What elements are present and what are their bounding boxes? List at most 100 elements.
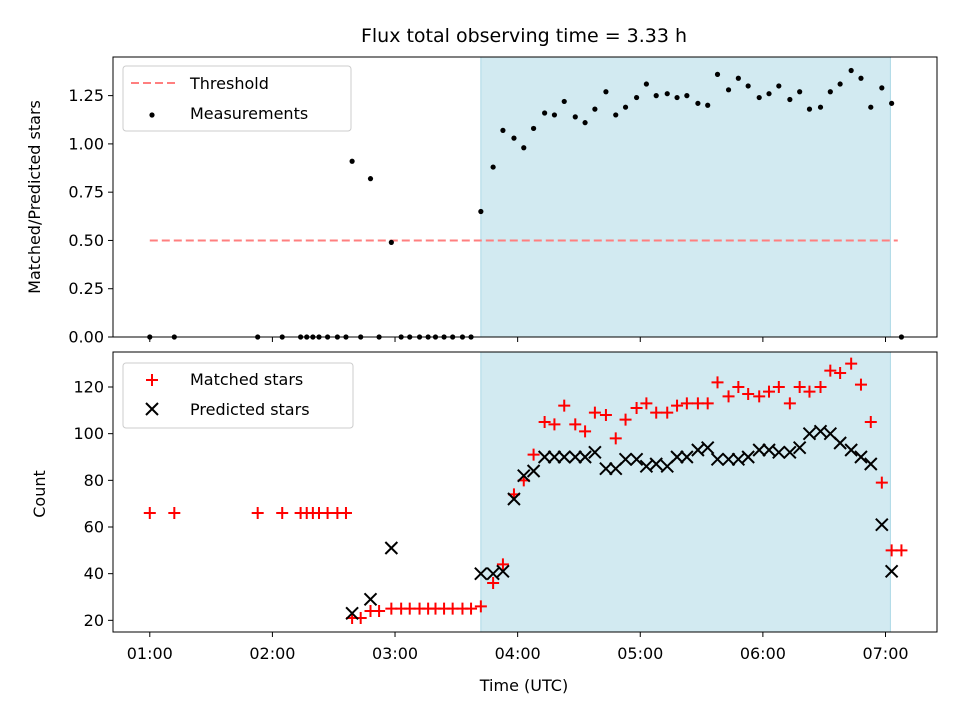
matched-stars-point <box>732 381 745 393</box>
measurements-point <box>787 96 793 103</box>
predicted-stars-point <box>507 492 521 506</box>
measurements-point <box>684 93 690 99</box>
top-panel-legend: Threshold Measurements <box>122 65 352 132</box>
predicted-stars-point <box>629 452 644 467</box>
bottom-panel-frame <box>112 351 938 633</box>
matched-stars-point <box>763 385 776 398</box>
measurements-point <box>603 89 609 95</box>
matched-stars-point <box>487 577 500 589</box>
matched-stars-point <box>527 448 540 461</box>
matched-stars-point <box>875 476 888 489</box>
matched-stars-point <box>630 402 643 414</box>
matched-stars-point <box>548 418 561 431</box>
predicted-stars-point <box>854 450 868 464</box>
legend-matched-label: Matched stars <box>190 370 303 389</box>
predicted-stars-point <box>474 566 488 581</box>
predicted-stars-point <box>537 450 552 464</box>
matched-stars-point <box>783 397 796 410</box>
matched-stars-point <box>168 507 181 519</box>
predicted-stars-point <box>875 517 889 532</box>
x-tick-label: 01:00 <box>127 644 173 663</box>
x-tick-label: 03:00 <box>372 644 418 663</box>
matched-stars-point <box>742 388 755 400</box>
matched-stars-point <box>864 416 877 428</box>
predicted-stars-point <box>752 443 766 457</box>
predicted-stars-point <box>721 452 736 467</box>
predicted-stars-point <box>599 461 613 476</box>
measurements-point <box>388 239 394 245</box>
x-axis-label: Time (UTC) <box>479 676 568 695</box>
matched-stars-point <box>143 507 156 519</box>
measurements-point <box>592 106 598 112</box>
matched-stars-point <box>496 558 509 571</box>
predicted-stars-point <box>772 445 786 460</box>
predicted-stars-point <box>639 459 654 474</box>
predicted-stars-point <box>741 450 755 464</box>
matched-stars-point <box>251 507 264 519</box>
measurements-point <box>561 98 567 105</box>
top-panel-axes: 0.00 0.25 0.50 0.75 1.00 1.25 <box>68 56 938 347</box>
matched-stars-point <box>588 406 601 419</box>
matched-stars-point <box>569 418 582 431</box>
matched-stars-point <box>661 406 674 419</box>
measurements-point <box>766 91 772 97</box>
predicted-stars-point <box>731 452 746 467</box>
top-y-tick-label: 0.25 <box>68 279 104 298</box>
predicted-stars-point <box>884 564 899 579</box>
predicted-stars-point <box>578 450 592 464</box>
measurements-point <box>500 127 506 133</box>
x-tick-label: 06:00 <box>740 644 786 663</box>
matched-stars-point <box>895 544 908 557</box>
matched-stars-point <box>814 381 827 393</box>
matched-stars-point <box>558 399 571 412</box>
predicted-stars-point <box>557 450 571 464</box>
predicted-stars-point <box>813 424 828 439</box>
measurements-point <box>868 104 874 110</box>
predicted-stars-point <box>783 445 797 460</box>
bottom-panel-axes: 20 40 60 80 100 120 01:00 02:00 03:00 04:00 05:00 0… <box>73 351 938 663</box>
bottom-y-tick-label: 60 <box>84 518 104 537</box>
predicted-stars-point <box>649 457 663 471</box>
measurements-point <box>490 164 496 170</box>
predicted-stars-point <box>833 436 847 450</box>
predicted-stars-point <box>710 452 725 467</box>
top-shaded-interval <box>480 56 891 338</box>
measurements-point <box>349 158 355 164</box>
top-panel: 0.00 0.25 0.50 0.75 1.00 1.25 Matched/Predict… <box>25 56 938 347</box>
matched-stars-point <box>824 364 837 377</box>
matched-stars-point <box>640 397 653 410</box>
measurements-point <box>817 104 824 110</box>
measurements-point <box>643 81 649 87</box>
matched-stars-point <box>474 600 487 613</box>
predicted-stars-point <box>568 450 582 464</box>
measurements-point <box>613 112 619 118</box>
matched-stars-point <box>609 432 622 445</box>
matched-stars-point <box>834 367 847 379</box>
predicted-stars-point <box>618 452 633 467</box>
bottom-panel: 20 40 60 80 100 120 01:00 02:00 03:00 04:00 05:00 0… <box>30 351 938 695</box>
top-panel-ylabel: Matched/Predicted stars <box>25 100 44 294</box>
measurements-point <box>633 94 640 101</box>
matched-stars-point <box>854 378 867 391</box>
matched-stars-point <box>276 507 289 519</box>
x-tick-label: 04:00 <box>495 644 541 663</box>
bottom-y-tick-label: 100 <box>73 424 104 443</box>
measurements-point <box>806 106 813 112</box>
x-tick-label: 07:00 <box>862 644 908 663</box>
measurements-point <box>827 89 833 95</box>
measurements-point <box>776 83 782 89</box>
matched-stars-point <box>599 409 612 421</box>
measurements-point <box>797 89 803 95</box>
measurements-point <box>530 125 537 132</box>
matched-stars-point <box>650 406 663 419</box>
predicted-stars-point <box>345 606 359 621</box>
predicted-stars-point <box>363 592 378 607</box>
measurements-point <box>542 110 548 116</box>
matched-stars-point <box>845 357 858 370</box>
measurements-point <box>674 94 680 101</box>
predicted-stars-point <box>547 450 562 464</box>
legend-threshold-label: Threshold <box>189 74 269 93</box>
top-y-tick-label: 0.75 <box>68 183 104 202</box>
measurements-point <box>837 81 843 87</box>
